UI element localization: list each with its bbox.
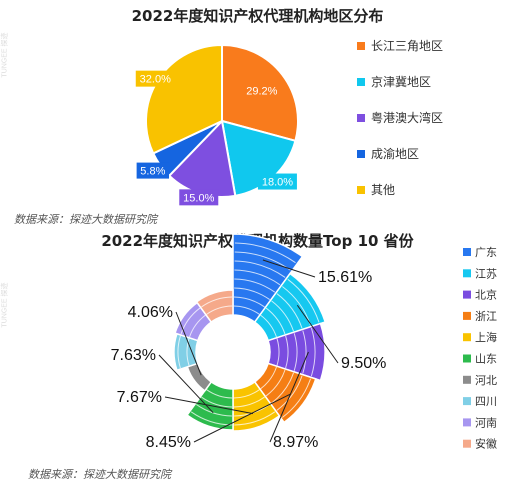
legend-swatch xyxy=(357,186,365,194)
pie-chart-title: 2022年度知识产权代理机构地区分布 xyxy=(131,7,384,25)
rose-ring-line xyxy=(234,278,276,293)
rose-data-label: 7.67% xyxy=(117,389,162,406)
rose-ring-line xyxy=(282,378,312,418)
pie-data-label-box xyxy=(257,173,297,190)
legend-swatch xyxy=(357,150,365,158)
rose-ring-line xyxy=(234,260,286,278)
pie-chart-source: 数据来源：探迹大数据研究院 xyxy=(14,213,157,226)
legend-swatch xyxy=(463,333,471,342)
legend-swatch xyxy=(463,439,471,448)
pie-data-label: 18.0% xyxy=(262,177,293,189)
legend-swatch xyxy=(463,397,471,406)
rose-data-label: 7.63% xyxy=(111,347,156,364)
legend-swatch xyxy=(357,114,365,122)
rose-ring-line xyxy=(265,307,286,335)
legend-swatch xyxy=(463,354,471,363)
rose-ring-line xyxy=(234,411,276,426)
legend-label: 广东 xyxy=(475,246,497,259)
rose-data-label: 4.06% xyxy=(128,304,173,321)
rose-ring-line xyxy=(180,307,201,335)
legend-swatch xyxy=(357,42,365,50)
pie-slice-1 xyxy=(221,43,299,143)
pie-data-label-box xyxy=(136,162,170,179)
pie-data-label: 15.0% xyxy=(183,192,214,204)
rose-ring-line xyxy=(234,242,296,264)
legend-label: 其他 xyxy=(371,183,395,197)
pie-data-label: 5.8% xyxy=(140,166,165,178)
rose-data-label: 9.50% xyxy=(341,355,386,372)
rose-leader-line xyxy=(262,259,316,278)
rose-leader-line xyxy=(193,393,291,443)
legend-label: 河南 xyxy=(475,416,497,429)
pie-data-label-box xyxy=(135,70,175,87)
rose-ring-line xyxy=(276,293,303,329)
rose-ring-line xyxy=(206,389,233,399)
rose-sector-河北 xyxy=(186,362,213,392)
legend-label: 江苏 xyxy=(475,267,497,280)
rose-ring-line xyxy=(196,404,232,417)
rose-ring-line xyxy=(260,314,277,338)
pie-data-label-box xyxy=(179,189,219,206)
legend-label: 成渝地区 xyxy=(371,146,419,161)
legend-label: 长江三角地区 xyxy=(371,39,443,53)
rose-leader-line xyxy=(269,351,309,443)
rose-ring-line xyxy=(201,396,233,408)
legend-label: 上海 xyxy=(475,330,497,344)
rose-data-label: 8.97% xyxy=(273,434,318,451)
rose-ring-line xyxy=(234,287,270,300)
legend-swatch xyxy=(463,311,471,320)
rose-ring-line xyxy=(260,366,277,390)
rose-ring-line xyxy=(302,330,307,374)
legend-swatch xyxy=(463,248,471,256)
rose-ring-line xyxy=(233,396,265,408)
rose-ring-line xyxy=(201,296,233,308)
pie-data-label: 32.0% xyxy=(140,74,171,86)
legend-label: 安徽 xyxy=(475,437,497,451)
rose-chart-source: 数据来源：探迹大数据研究院 xyxy=(28,468,171,481)
legend-swatch xyxy=(463,269,471,278)
legend-swatch xyxy=(463,375,471,384)
legend-label: 北京 xyxy=(475,288,497,302)
rose-ring-line xyxy=(310,327,316,377)
rose-ring-line xyxy=(186,338,190,366)
rose-leader-line xyxy=(296,304,339,364)
rose-ring-line xyxy=(234,269,281,286)
rose-ring-line xyxy=(271,300,294,332)
rose-ring-line xyxy=(233,389,260,399)
legend-label: 河北 xyxy=(475,374,497,387)
legend-swatch xyxy=(463,418,471,427)
rose-leader-line xyxy=(175,311,202,376)
rose-leader-line xyxy=(164,396,254,415)
legend-label: 粤港澳大湾区 xyxy=(371,110,443,125)
legend-label: 山东 xyxy=(475,353,497,366)
rose-ring-line xyxy=(206,305,233,315)
pie-data-label: 29.2% xyxy=(246,86,277,98)
rose-ring-line xyxy=(293,333,298,371)
rose-ring-line xyxy=(287,278,320,323)
rose-ring-line xyxy=(276,375,303,411)
legend-label: 浙江 xyxy=(475,310,497,323)
legend-swatch xyxy=(357,78,365,86)
rose-ring-line xyxy=(276,338,280,366)
rose-ring-line xyxy=(233,296,265,308)
legend-label: 四川 xyxy=(475,395,497,408)
rose-ring-line xyxy=(285,335,289,369)
rose-ring-line xyxy=(271,372,294,404)
rose-ring-line xyxy=(265,369,286,397)
rose-sector-上海 xyxy=(232,380,281,432)
rose-data-label: 15.61% xyxy=(318,269,372,286)
rose-leader-line xyxy=(158,354,214,414)
rose-data-label: 8.45% xyxy=(146,434,191,451)
rose-sector-浙江 xyxy=(253,362,317,424)
rose-ring-line xyxy=(233,305,260,315)
rose-ring-line xyxy=(189,314,206,338)
legend-label: 京津冀地区 xyxy=(371,75,431,89)
rose-ring-line xyxy=(177,335,181,369)
legend-swatch xyxy=(463,290,471,299)
